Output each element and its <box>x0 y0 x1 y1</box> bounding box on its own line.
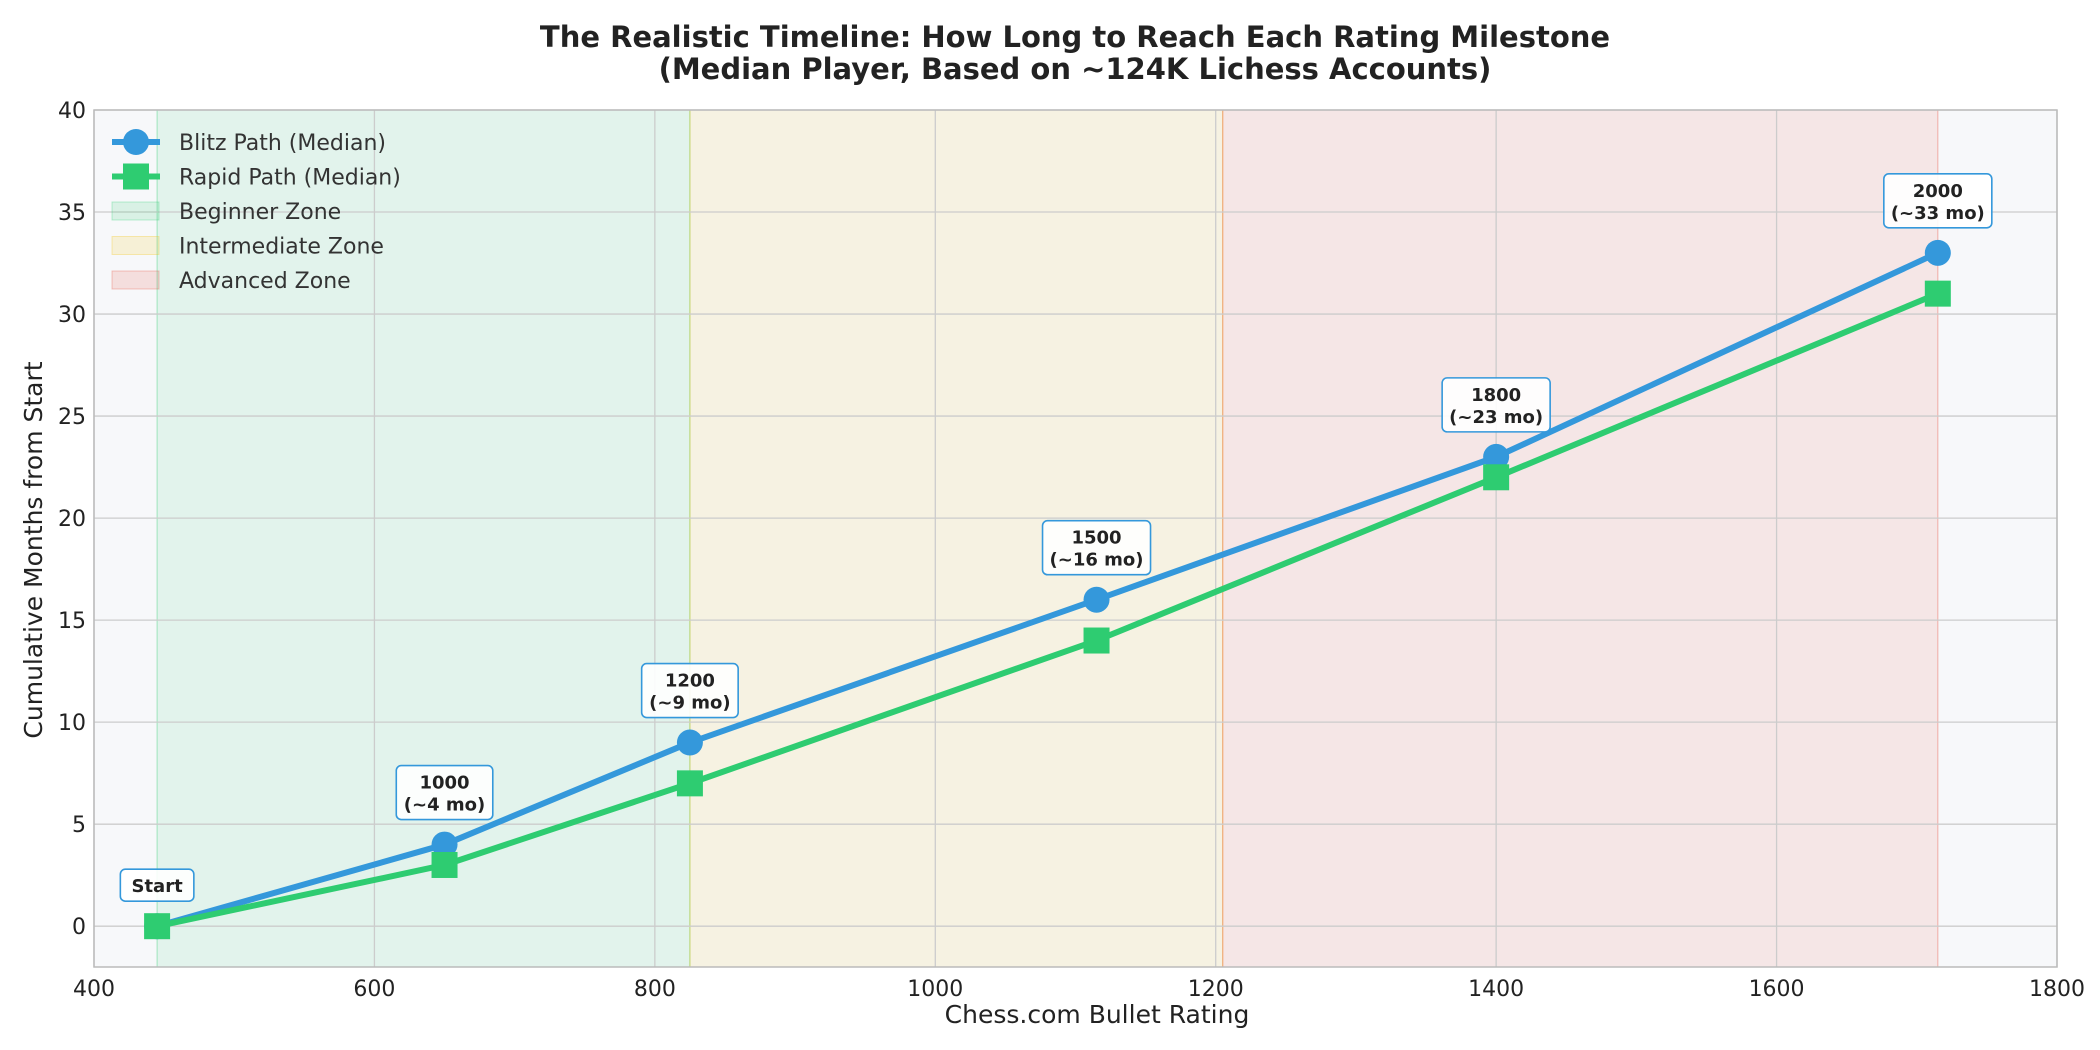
annotation-box <box>640 662 739 719</box>
annotation-text: (~23 mo) <box>1449 407 1543 428</box>
data-point <box>676 770 703 797</box>
annotation-box <box>1883 173 1993 229</box>
legend-swatch <box>111 201 160 221</box>
zone-band-3 <box>1222 110 1938 967</box>
annotation-box <box>1441 377 1551 433</box>
annotation-text: (~4 mo) <box>404 795 485 816</box>
x-axis-label: Chess.com Bullet Rating <box>945 1000 1250 1029</box>
data-point <box>1483 464 1510 491</box>
data-point <box>1924 280 1951 307</box>
annotation-text: (~16 mo) <box>1050 550 1144 571</box>
data-point <box>431 851 458 878</box>
y-tick-label: 5 <box>72 813 86 838</box>
x-tick-label: 800 <box>634 977 676 1002</box>
y-tick-label: 35 <box>58 201 86 226</box>
x-tick-label: 400 <box>73 977 115 1002</box>
data-point <box>144 913 171 940</box>
series-line-2 <box>154 290 1941 930</box>
legend-swatch <box>111 270 160 290</box>
legend-label: Beginner Zone <box>179 200 341 225</box>
annotation-box <box>1041 519 1152 576</box>
legend-swatch <box>111 236 160 255</box>
x-tick-label: 1800 <box>2029 977 2085 1002</box>
legend-label: Blitz Path (Median) <box>179 131 386 156</box>
series-line-1 <box>154 249 1941 930</box>
milestone-annotation: 2000(~33 mo) <box>1883 173 1993 229</box>
annotation-text: Start <box>131 876 183 897</box>
y-tick-label: 0 <box>72 915 86 940</box>
x-tick-label: 1200 <box>1188 977 1244 1002</box>
y-tick-label: 25 <box>58 405 86 430</box>
legend-label: Advanced Zone <box>179 269 351 294</box>
y-tick-label: 10 <box>58 711 86 736</box>
data-point <box>1083 586 1110 613</box>
y-tick-label: 40 <box>58 99 86 124</box>
y-tick-label: 30 <box>58 303 86 328</box>
chart-title: The Realistic Timeline: How Long to Reac… <box>540 20 1610 54</box>
y-tick-label: 15 <box>58 609 86 634</box>
annotation-text: 1500 <box>1071 528 1121 549</box>
milestone-annotation: 1500(~16 mo) <box>1041 519 1152 576</box>
x-tick-label: 1000 <box>907 977 963 1002</box>
chart-subtitle: (Median Player, Based on ~124K Lichess A… <box>659 52 1492 86</box>
annotation-box <box>119 868 195 902</box>
annotation-text: 1000 <box>419 773 469 794</box>
legend-marker <box>123 129 149 155</box>
data-point <box>1083 627 1110 654</box>
plot-frame <box>93 109 2058 968</box>
annotation-text: 1200 <box>665 671 715 692</box>
x-tick-label: 1400 <box>1468 977 1524 1002</box>
data-point <box>676 729 703 756</box>
legend-label: Rapid Path (Median) <box>179 166 401 191</box>
x-tick-label: 1600 <box>1749 977 1805 1002</box>
milestone-annotation: 1000(~4 mo) <box>395 764 494 821</box>
legend: Blitz Path (Median) Rapid Path (Median) Be… <box>111 129 401 294</box>
data-point <box>1924 239 1951 266</box>
milestone-annotation: Start <box>119 868 195 902</box>
annotation-text: 2000 <box>1913 181 1963 202</box>
legend-marker <box>123 163 149 190</box>
milestone-annotation: 1800(~23 mo) <box>1441 377 1551 433</box>
annotation-text: (~9 mo) <box>649 693 730 714</box>
y-tick-label: 20 <box>58 507 86 532</box>
annotation-text: 1800 <box>1471 385 1521 406</box>
x-tick-label: 600 <box>353 977 395 1002</box>
milestone-annotation: 1200(~9 mo) <box>640 662 739 719</box>
annotation-box <box>395 764 494 821</box>
annotation-text: (~33 mo) <box>1891 203 1985 224</box>
y-axis-label: Cumulative Months from Start <box>19 361 48 738</box>
data-point <box>1483 443 1510 470</box>
data-point <box>431 831 458 858</box>
legend-label: Intermediate Zone <box>179 235 384 260</box>
